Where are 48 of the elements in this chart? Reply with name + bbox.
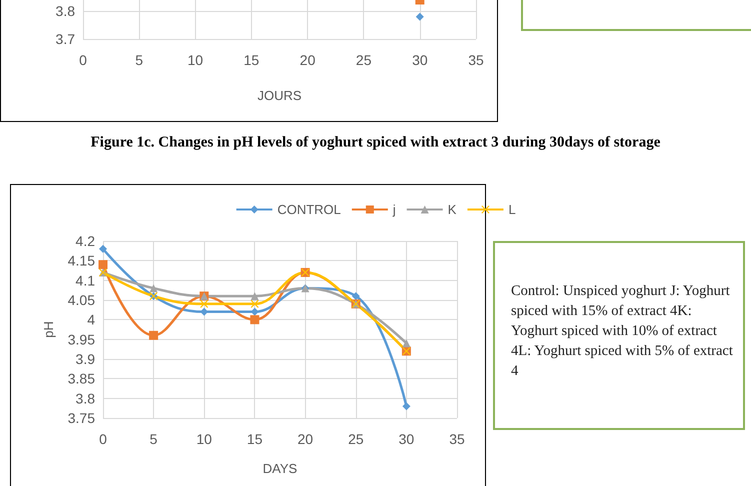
- x-tick-label: 30: [412, 52, 428, 68]
- x-tick-label: 15: [244, 52, 260, 68]
- x-tick-label: 15: [246, 431, 263, 447]
- point: [99, 244, 107, 253]
- chart-title: Figure 1c. Changes in pH levels of yoghurt spiced with extract 3 during 30days of storage: [90, 134, 661, 150]
- y-tick-label: 3.8: [76, 390, 96, 406]
- point: [250, 315, 260, 324]
- point: [149, 330, 158, 340]
- y-tick-label: 4.2: [76, 233, 96, 249]
- point: [150, 284, 158, 292]
- point: [200, 300, 208, 308]
- x-tick-label: 5: [135, 52, 144, 68]
- x-tick-label: 35: [449, 431, 465, 447]
- legend-label: L: [508, 202, 516, 217]
- point: [98, 260, 108, 270]
- y-tick-label: 3.9: [76, 351, 96, 367]
- text: Control: Unspiced yoghurt J: Yoghurt spiced with 15% of extract 4K: Yoghurt spiced with 10% of extract 4L: Yoghurt spiced with 5% of extract 4: [511, 282, 734, 381]
- x-tick-label: 10: [187, 52, 204, 68]
- y-tick-label: 4.1: [76, 272, 96, 288]
- x-tick-label: 30: [398, 431, 414, 447]
- point: [402, 339, 410, 348]
- x-tick-label: 25: [348, 431, 364, 447]
- x-tick-label: 25: [356, 52, 372, 68]
- y-tick-label: 4.15: [68, 252, 96, 269]
- x-tick-label: 20: [300, 52, 316, 68]
- legend-label: j: [392, 202, 396, 217]
- point: [402, 402, 410, 410]
- point: [250, 292, 259, 300]
- y-tick-label: 3.85: [68, 370, 96, 387]
- y-tick-label: 4.05: [68, 292, 96, 308]
- x-tick-label: 35: [468, 52, 484, 68]
- y-tick-label: 3.75: [68, 410, 96, 426]
- y-axis-title: pH: [41, 321, 56, 338]
- legend-label: CONTROL: [277, 202, 341, 217]
- x-tick-label: 0: [99, 431, 108, 447]
- x-axis-title: JOURS: [257, 88, 302, 103]
- x-tick-label: 10: [196, 431, 212, 447]
- y-tick-label: 3.7: [56, 31, 76, 47]
- x-tick-label: 0: [79, 52, 88, 68]
- x-tick-label: 20: [297, 431, 314, 447]
- y-tick-label: 3.8: [56, 3, 76, 20]
- legend-label: K: [448, 202, 457, 217]
- y-tick-label: 4: [87, 312, 96, 328]
- y-tick-label: 3.95: [68, 331, 96, 348]
- x-tick-label: 5: [150, 431, 158, 447]
- point: [352, 292, 360, 300]
- x-axis-title: DAYS: [262, 461, 298, 476]
- point: [250, 300, 259, 308]
